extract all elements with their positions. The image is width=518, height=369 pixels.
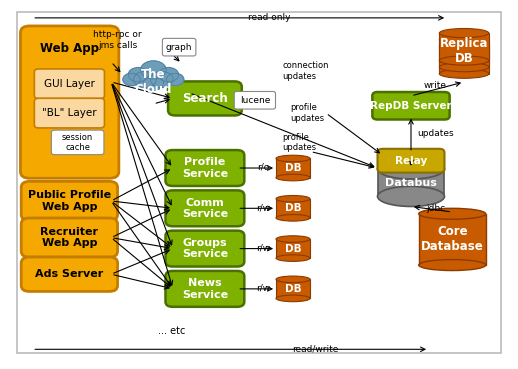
FancyBboxPatch shape (34, 98, 105, 128)
Text: "BL" Layer: "BL" Layer (42, 108, 97, 118)
Text: Replica
DB: Replica DB (440, 37, 488, 65)
Ellipse shape (439, 69, 489, 78)
Circle shape (150, 71, 173, 87)
FancyBboxPatch shape (234, 92, 276, 109)
Circle shape (128, 68, 148, 82)
Text: GUI Layer: GUI Layer (44, 79, 95, 89)
Bar (276, 159, 310, 177)
Bar (439, 39, 489, 67)
Circle shape (143, 76, 163, 90)
Text: graph: graph (166, 43, 192, 52)
Circle shape (134, 71, 156, 87)
Text: DB: DB (285, 284, 301, 294)
Ellipse shape (439, 35, 489, 44)
Text: profile
updates: profile updates (290, 103, 324, 123)
Text: Databus: Databus (385, 177, 437, 188)
Ellipse shape (439, 28, 489, 38)
Text: The
Cloud: The Cloud (135, 68, 172, 96)
Bar (276, 199, 310, 218)
Text: Groups
Service: Groups Service (182, 238, 228, 259)
Text: connection
updates: connection updates (282, 61, 329, 81)
FancyBboxPatch shape (21, 182, 118, 221)
Circle shape (141, 61, 166, 79)
FancyBboxPatch shape (168, 82, 242, 115)
Text: lucene: lucene (240, 96, 270, 105)
FancyBboxPatch shape (21, 257, 118, 292)
FancyBboxPatch shape (165, 150, 244, 186)
Text: r/w: r/w (256, 244, 270, 252)
Circle shape (123, 73, 140, 86)
Text: session
cache: session cache (62, 133, 93, 152)
Text: Search: Search (182, 92, 228, 105)
Text: profile
updates: profile updates (282, 133, 316, 152)
Ellipse shape (378, 186, 444, 207)
FancyBboxPatch shape (165, 231, 244, 266)
Ellipse shape (439, 42, 489, 51)
Text: DB: DB (285, 203, 301, 213)
Text: News
Service: News Service (182, 278, 228, 300)
Text: jdbc: jdbc (426, 204, 445, 213)
FancyBboxPatch shape (163, 38, 196, 56)
Text: read only: read only (248, 13, 291, 23)
FancyBboxPatch shape (21, 218, 118, 257)
Text: Core
Database: Core Database (421, 225, 484, 254)
Ellipse shape (276, 174, 310, 181)
Text: r/o: r/o (257, 162, 269, 172)
Text: write: write (424, 81, 447, 90)
Text: ... etc: ... etc (157, 326, 185, 336)
Text: Relay: Relay (395, 156, 427, 166)
Text: Web App: Web App (40, 42, 99, 55)
Bar (419, 214, 486, 265)
Bar (276, 239, 310, 258)
Text: http-rpc or
jms calls: http-rpc or jms calls (93, 30, 141, 49)
Bar (439, 46, 489, 74)
Text: Ads Server: Ads Server (35, 269, 104, 279)
Text: r/w: r/w (256, 284, 270, 293)
Text: DB: DB (285, 163, 301, 173)
Text: updates: updates (417, 129, 454, 138)
Text: RepDB Server: RepDB Server (370, 101, 452, 111)
FancyBboxPatch shape (378, 149, 444, 173)
Circle shape (166, 73, 184, 86)
Bar (276, 279, 310, 299)
Ellipse shape (378, 159, 444, 179)
Circle shape (159, 68, 179, 82)
Ellipse shape (419, 208, 486, 219)
Ellipse shape (276, 196, 310, 202)
Ellipse shape (276, 295, 310, 302)
Ellipse shape (276, 276, 310, 283)
Ellipse shape (276, 255, 310, 261)
Text: Public Profile
Web App: Public Profile Web App (28, 190, 111, 212)
Ellipse shape (276, 155, 310, 162)
Text: DB: DB (285, 244, 301, 254)
Ellipse shape (276, 236, 310, 242)
Text: Comm
Service: Comm Service (182, 197, 228, 219)
Ellipse shape (276, 214, 310, 221)
FancyBboxPatch shape (34, 69, 105, 99)
FancyBboxPatch shape (51, 130, 104, 155)
FancyBboxPatch shape (165, 271, 244, 307)
Bar (378, 169, 444, 196)
Text: r/w: r/w (256, 203, 270, 212)
Bar (439, 33, 489, 61)
FancyBboxPatch shape (165, 190, 244, 226)
Ellipse shape (439, 63, 489, 72)
FancyBboxPatch shape (372, 92, 450, 120)
Ellipse shape (419, 259, 486, 270)
Text: Profile
Service: Profile Service (182, 157, 228, 179)
Text: read/write: read/write (293, 345, 339, 354)
Ellipse shape (439, 56, 489, 65)
FancyBboxPatch shape (20, 26, 119, 178)
Text: Recruiter
Web App: Recruiter Web App (40, 227, 98, 248)
